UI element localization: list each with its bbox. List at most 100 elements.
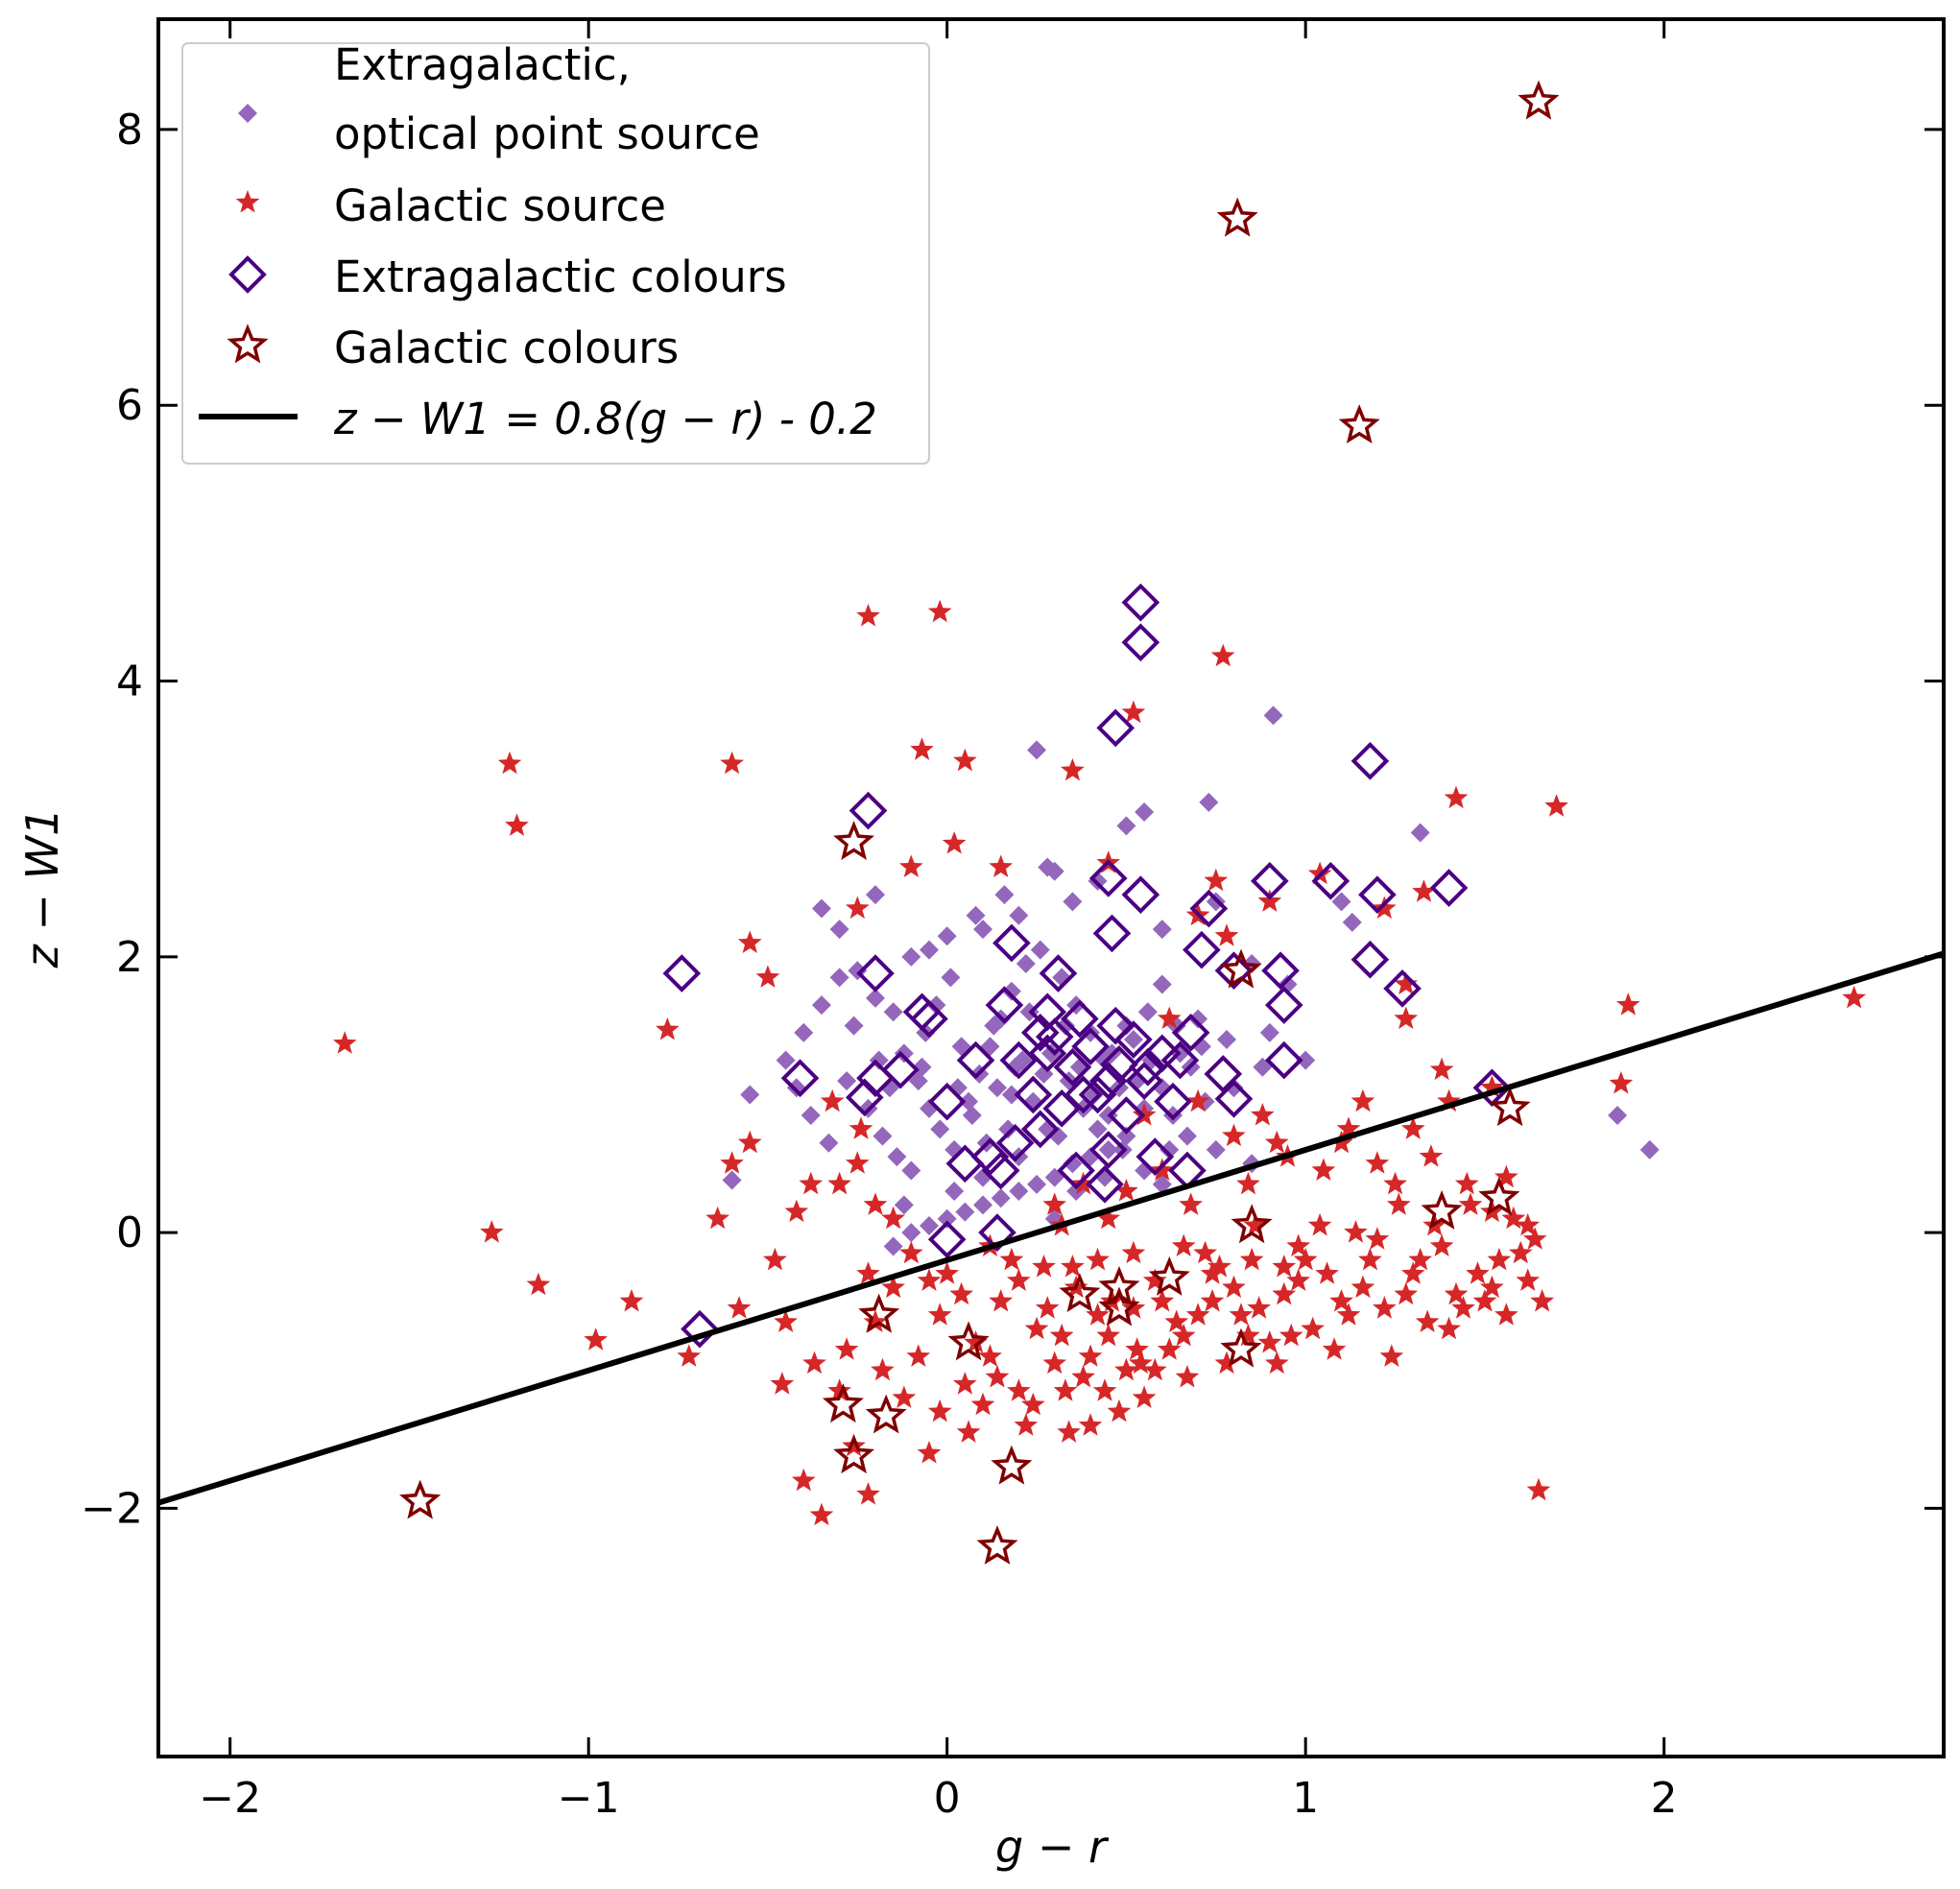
data-point: [970, 1392, 995, 1416]
legend-entry: z − W1 = 0.8(g − r) - 0.2: [199, 394, 877, 444]
data-point: [1236, 1171, 1260, 1195]
data-point: [1116, 1016, 1136, 1036]
data-point: [881, 1275, 905, 1299]
data-point: [1204, 868, 1229, 892]
data-point: [1137, 1002, 1158, 1022]
data-point: [991, 1445, 1033, 1485]
data-point: [1358, 1247, 1382, 1271]
data-point: [1373, 896, 1397, 920]
data-point: [1379, 1344, 1404, 1367]
legend-label: Galactic source: [334, 180, 666, 231]
x-tick-label: −1: [558, 1774, 620, 1823]
data-point: [1123, 1030, 1143, 1050]
data-point: [1129, 1047, 1167, 1087]
legend-marker: [238, 104, 257, 123]
data-point: [1286, 1268, 1311, 1291]
data-point: [1132, 1103, 1157, 1126]
data-point: [1125, 1337, 1149, 1360]
data-point: [899, 854, 923, 877]
data-point: [1152, 920, 1172, 940]
data-point: [844, 1016, 864, 1036]
data-point: [1437, 1088, 1461, 1112]
data-point: [1107, 1096, 1146, 1135]
data-point: [526, 1272, 551, 1296]
data-point: [829, 968, 849, 988]
data-point: [1454, 1171, 1479, 1195]
data-point: [1088, 1119, 1108, 1139]
data-point: [1107, 1399, 1132, 1423]
data-point: [1007, 1378, 1031, 1401]
data-point: [1239, 1247, 1264, 1271]
data-point: [1132, 1385, 1157, 1408]
data-point: [1142, 1357, 1167, 1381]
data-point: [978, 1344, 1002, 1367]
axis-ticks: −2 −1 0 1 2 −2 0 2 4 6 8: [81, 19, 1944, 1823]
data-point: [920, 940, 940, 960]
data-point: [1044, 861, 1064, 881]
data-point: [908, 1071, 928, 1091]
data-point: [973, 1195, 993, 1215]
data-point: [1530, 1289, 1555, 1312]
legend-label: optical point source: [334, 108, 760, 159]
data-point: [883, 1236, 903, 1256]
data-point: [1264, 1040, 1303, 1080]
data-point: [1055, 1016, 1075, 1036]
data-point: [1185, 1088, 1210, 1112]
data-point: [1365, 1151, 1390, 1174]
data-point: [901, 946, 921, 967]
data-point: [985, 1365, 1010, 1388]
data-point: [927, 1220, 967, 1259]
data-point: [989, 1289, 1014, 1312]
data-point: [1251, 861, 1289, 900]
data-point: [1394, 971, 1419, 995]
data-point: [892, 1385, 917, 1408]
data-point: [865, 988, 885, 1008]
data-point: [1472, 1068, 1512, 1108]
data-point: [1222, 1123, 1246, 1147]
data-point: [794, 1022, 814, 1042]
data-point: [930, 1119, 950, 1139]
data-point: [1142, 1268, 1167, 1291]
data-point: [999, 1040, 1039, 1080]
reference-line: [158, 950, 1944, 1506]
data-point: [1466, 1261, 1490, 1284]
data-point: [1021, 1392, 1045, 1416]
data-point: [1114, 1020, 1153, 1059]
data-point: [1394, 1006, 1419, 1029]
data-point: [973, 920, 993, 940]
data-point: [720, 751, 744, 775]
y-tick-label: −2: [81, 1484, 143, 1533]
data-point: [947, 1321, 990, 1361]
data-point: [1350, 940, 1390, 979]
data-point: [480, 1220, 504, 1243]
data-point: [1148, 1255, 1190, 1296]
data-point: [1214, 1351, 1239, 1375]
data-point: [941, 968, 961, 988]
data-point: [755, 965, 780, 988]
data-point: [863, 1309, 888, 1332]
data-point: [809, 1502, 834, 1526]
data-point: [1616, 992, 1640, 1016]
legend-label: Extragalactic colours: [334, 251, 787, 302]
data-point: [1061, 1255, 1085, 1278]
data-point: [1088, 859, 1128, 897]
data-point: [999, 1247, 1024, 1271]
data-point: [937, 1208, 957, 1229]
data-point: [1032, 1255, 1056, 1278]
data-point: [1193, 1240, 1217, 1264]
data-point: [1071, 1027, 1110, 1066]
data-point: [1204, 1055, 1243, 1093]
series-star-open: [399, 80, 1560, 1565]
data-point: [1059, 1273, 1101, 1313]
data-point: [1210, 643, 1235, 667]
data-point: [1092, 1378, 1117, 1401]
data-point: [727, 1296, 752, 1319]
data-point: [1842, 985, 1866, 1009]
data-point: [705, 1206, 729, 1230]
data-point: [894, 1043, 914, 1064]
data-point: [1342, 912, 1362, 932]
data-point: [1125, 1062, 1163, 1100]
y-tick-label: 6: [116, 381, 143, 430]
data-point: [1544, 794, 1568, 817]
data-point: [956, 1420, 981, 1443]
